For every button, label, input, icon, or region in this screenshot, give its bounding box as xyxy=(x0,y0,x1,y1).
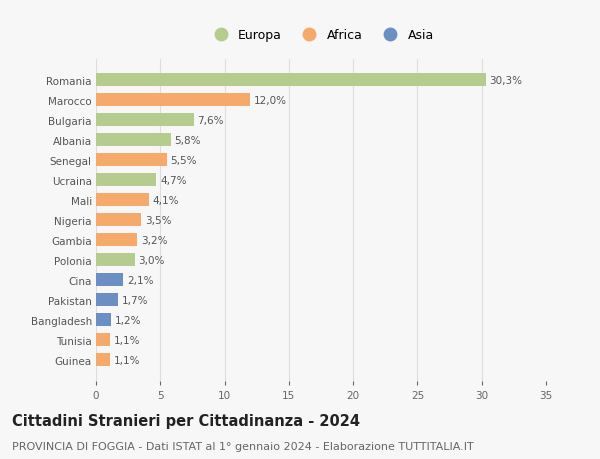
Text: 30,3%: 30,3% xyxy=(490,76,523,86)
Text: 3,2%: 3,2% xyxy=(141,235,167,245)
Bar xyxy=(96,254,134,267)
Text: 7,6%: 7,6% xyxy=(197,116,224,126)
Text: PROVINCIA DI FOGGIA - Dati ISTAT al 1° gennaio 2024 - Elaborazione TUTTITALIA.IT: PROVINCIA DI FOGGIA - Dati ISTAT al 1° g… xyxy=(12,441,474,451)
Bar xyxy=(96,94,250,107)
Text: 5,5%: 5,5% xyxy=(170,156,197,166)
Text: 2,1%: 2,1% xyxy=(127,275,154,285)
Text: 1,7%: 1,7% xyxy=(122,295,148,305)
Text: 3,0%: 3,0% xyxy=(139,255,165,265)
Text: 1,2%: 1,2% xyxy=(115,315,142,325)
Bar xyxy=(96,313,112,326)
Bar xyxy=(96,194,149,207)
Bar xyxy=(96,174,157,187)
Text: 1,1%: 1,1% xyxy=(114,335,140,345)
Text: 12,0%: 12,0% xyxy=(254,96,287,106)
Bar xyxy=(96,114,194,127)
Bar xyxy=(96,274,123,286)
Text: 4,7%: 4,7% xyxy=(160,175,187,185)
Bar xyxy=(96,353,110,366)
Text: 4,1%: 4,1% xyxy=(152,196,179,205)
Bar xyxy=(96,74,485,87)
Text: 3,5%: 3,5% xyxy=(145,215,172,225)
Text: 5,8%: 5,8% xyxy=(175,135,201,146)
Bar xyxy=(96,134,170,147)
Legend: Europa, Africa, Asia: Europa, Africa, Asia xyxy=(203,24,439,47)
Bar xyxy=(96,334,110,347)
Text: 1,1%: 1,1% xyxy=(114,355,140,365)
Text: Cittadini Stranieri per Cittadinanza - 2024: Cittadini Stranieri per Cittadinanza - 2… xyxy=(12,413,360,428)
Bar xyxy=(96,234,137,247)
Bar xyxy=(96,154,167,167)
Bar xyxy=(96,214,141,227)
Bar xyxy=(96,294,118,307)
